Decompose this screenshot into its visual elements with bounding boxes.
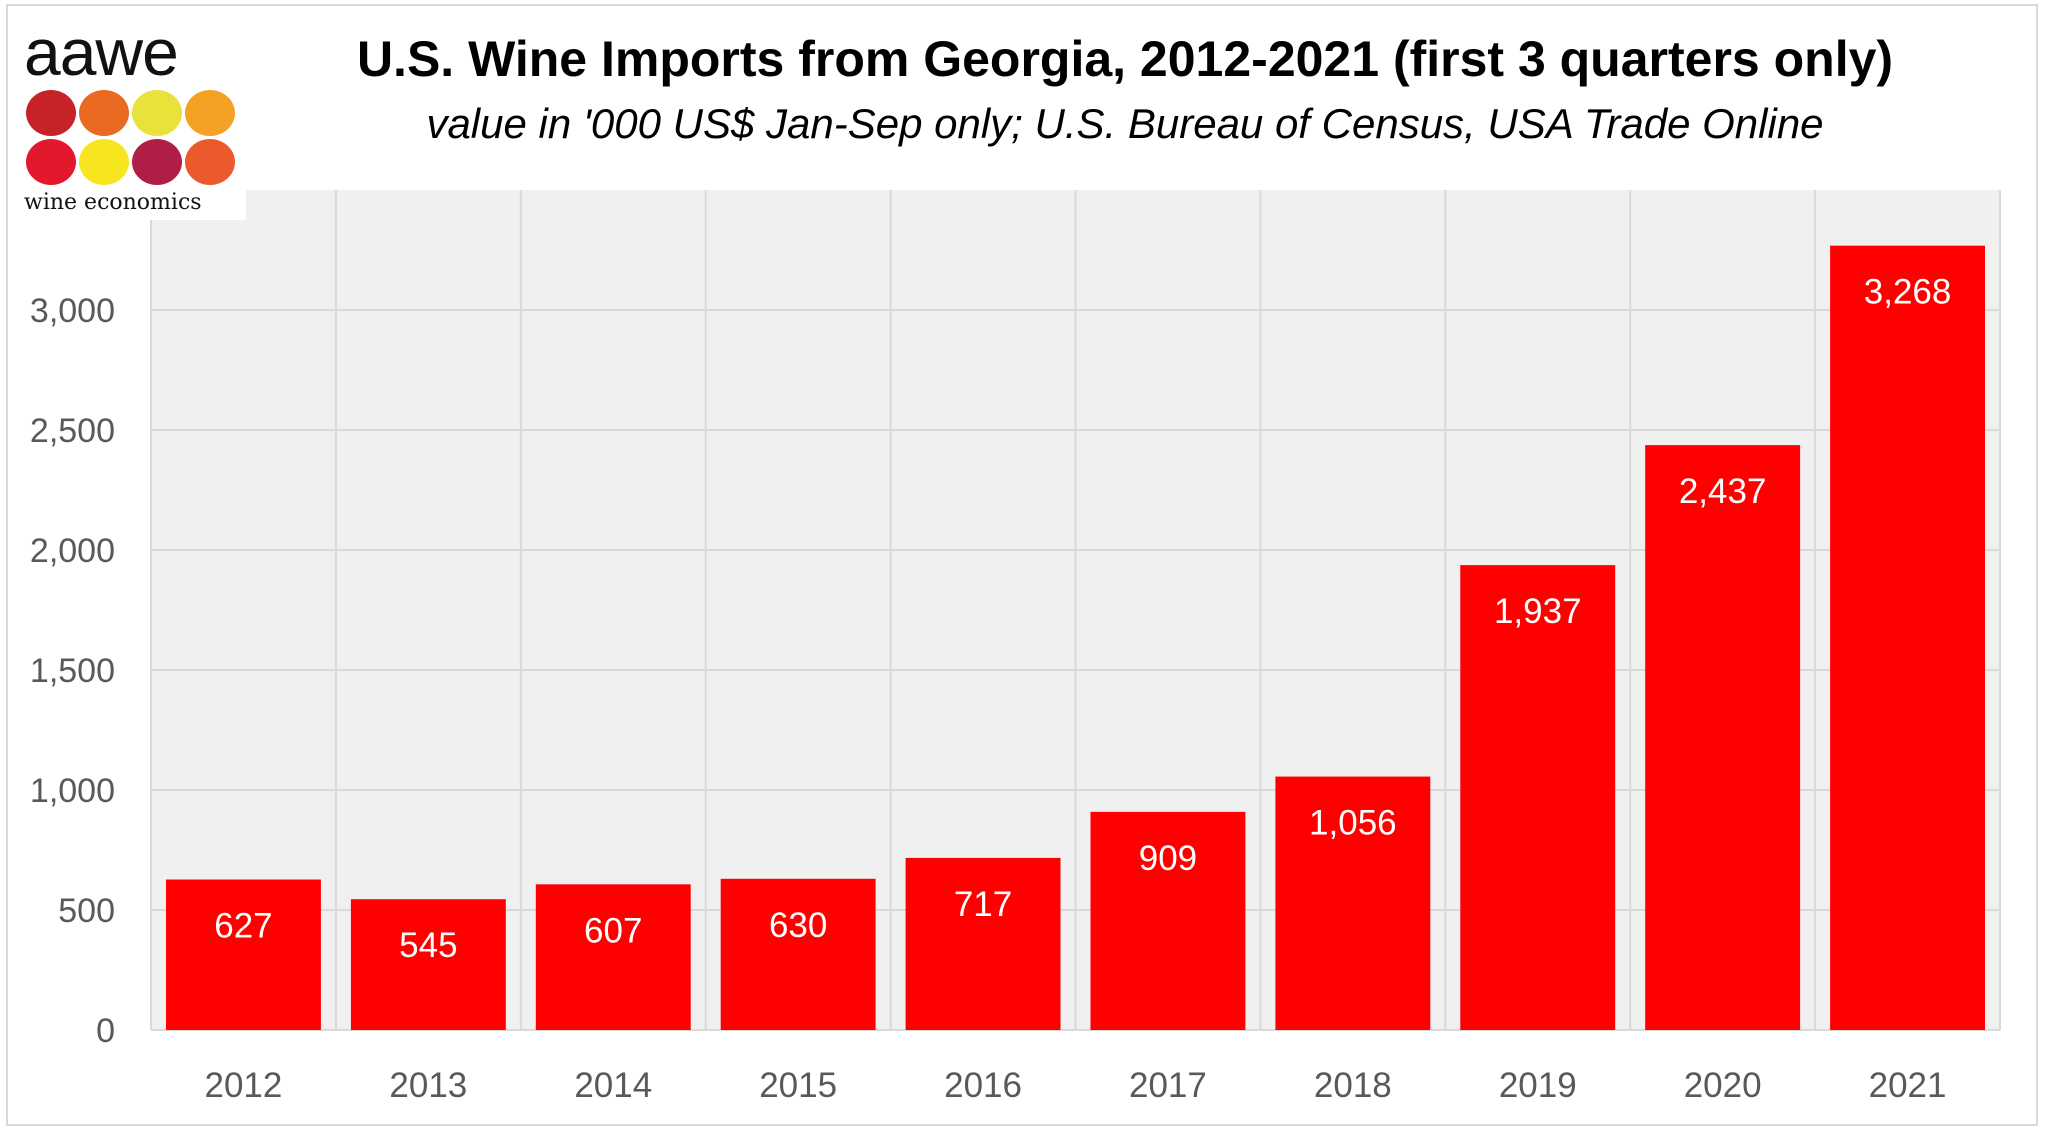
x-tick-label: 2013	[389, 1066, 467, 1105]
y-tick-label: 3,000	[30, 292, 115, 330]
data-label: 627	[214, 907, 272, 946]
y-tick-label: 500	[58, 892, 115, 930]
x-tick-label: 2021	[1869, 1066, 1947, 1105]
aawe-logo: aawe wine economics	[18, 15, 246, 220]
bar-2019	[1460, 565, 1616, 1030]
chart-subtitle: value in '000 US$ Jan-Sep only; U.S. Bur…	[426, 100, 1824, 147]
logo-dot	[185, 90, 235, 136]
bar-2020	[1645, 445, 1801, 1030]
logo-wordmark: aawe	[24, 15, 179, 89]
logo-dot	[132, 90, 182, 136]
y-tick-label: 0	[96, 1012, 115, 1050]
bar-2014	[535, 884, 691, 1030]
x-tick-label: 2014	[574, 1066, 652, 1105]
bar-2013	[350, 899, 506, 1030]
data-label: 630	[769, 906, 827, 945]
logo-dot	[79, 90, 129, 136]
logo-dot	[185, 139, 235, 185]
data-label: 607	[584, 911, 642, 950]
chart-title: U.S. Wine Imports from Georgia, 2012-202…	[356, 31, 1894, 87]
y-tick-label: 2,500	[30, 412, 115, 450]
x-tick-label: 2015	[759, 1066, 837, 1105]
x-tick-label: 2018	[1314, 1066, 1392, 1105]
bar-2016	[905, 857, 1061, 1030]
x-tick-label: 2020	[1684, 1066, 1762, 1105]
chart-frame	[6, 4, 2038, 1126]
bar-2012	[166, 879, 321, 1030]
data-label: 545	[399, 926, 457, 965]
bar-2017	[1090, 811, 1246, 1030]
y-tick-label: 1,500	[30, 652, 115, 690]
logo-dot	[26, 139, 76, 185]
logo-tagline: wine economics	[24, 190, 202, 215]
y-tick-label: 2,000	[30, 532, 115, 570]
bar-2021	[1830, 245, 1985, 1030]
data-label: 1,937	[1494, 592, 1582, 631]
x-tick-label: 2017	[1129, 1066, 1207, 1105]
data-label: 3,268	[1864, 273, 1952, 312]
y-tick-label: 1,000	[30, 772, 115, 810]
logo-dot	[132, 139, 182, 185]
x-tick-label: 2016	[944, 1066, 1022, 1105]
logo-dot	[79, 139, 129, 185]
data-label: 1,056	[1309, 804, 1397, 843]
bar-2018	[1275, 776, 1431, 1030]
data-label: 909	[1139, 839, 1197, 878]
logo-dot	[26, 90, 76, 136]
data-label: 717	[954, 885, 1012, 924]
x-tick-label: 2019	[1499, 1066, 1577, 1105]
bar-2015	[720, 878, 876, 1030]
data-label: 2,437	[1679, 472, 1767, 511]
x-tick-label: 2012	[205, 1066, 283, 1105]
